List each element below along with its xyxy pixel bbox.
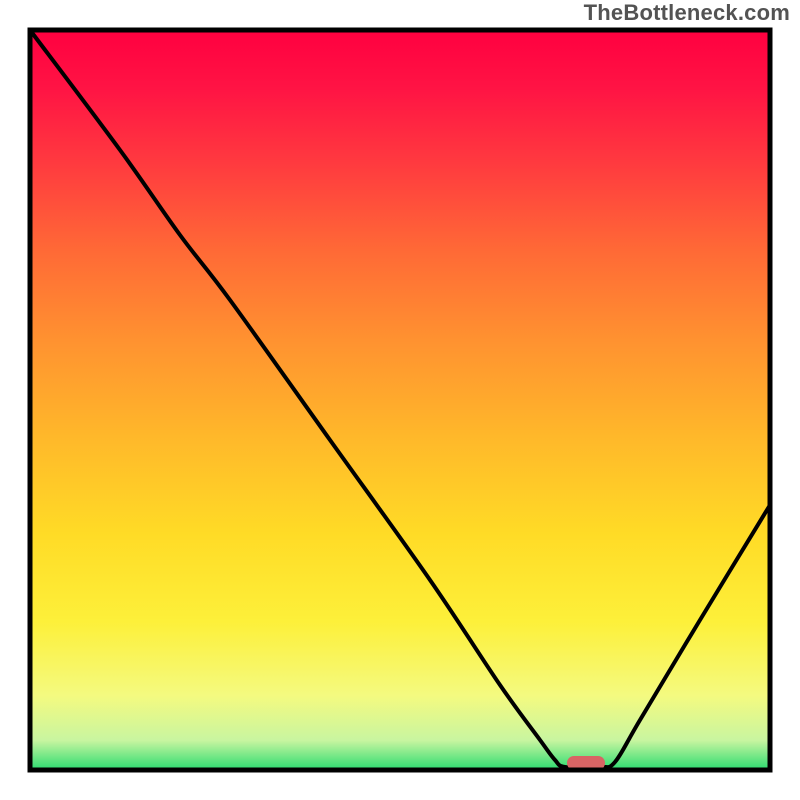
plot-background — [30, 30, 770, 770]
bottleneck-chart — [0, 0, 800, 800]
chart-container: TheBottleneck.com — [0, 0, 800, 800]
